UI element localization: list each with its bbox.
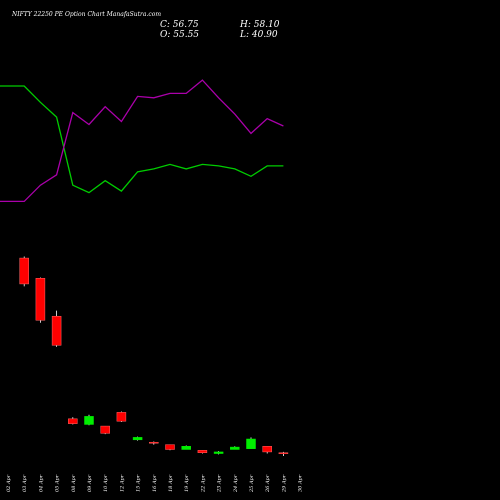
candle-18-apr [165,444,175,451]
x-tick-label: 03 Apr [22,474,28,492]
candle-10-apr [100,425,110,435]
candle-body [165,444,175,450]
candle-08-apr [68,417,78,425]
candle-16-apr [149,441,159,445]
candle-04-apr [35,277,46,323]
candle-body [100,425,110,434]
candle-body [19,257,29,285]
x-tick-label: 24 Apr [233,474,239,493]
candle-body [197,450,208,453]
candle-body [181,446,191,450]
candle-22-apr [197,450,208,454]
x-tick-label: 05 Apr [55,474,61,492]
candle-24-apr [230,446,240,450]
x-tick-label: 15 Apr [136,474,142,492]
candle-15-apr [132,436,143,441]
x-tick-label: 02 Apr [6,474,12,492]
candle-12-apr [116,411,127,423]
candle-03-apr [19,256,29,287]
candle-body [116,412,127,422]
close-readout: C: 56.75 [160,20,199,30]
candle-body [68,418,78,424]
x-tick-label: 26 Apr [265,474,271,493]
high-readout: H: 58.10 [239,20,280,30]
candle-body [149,441,159,444]
candle-body [51,315,62,346]
x-tick-label: 09 Apr [87,474,93,492]
open-readout: O: 55.55 [160,30,199,40]
x-tick-label: 30 Apr [298,474,304,492]
x-tick-label: 23 Apr [217,474,223,493]
candle-09-apr [84,414,94,426]
candle-23-apr [213,451,224,455]
candle-body [213,451,224,454]
indicator-line-2 [0,79,284,203]
x-tick-label: 10 Apr [103,474,109,492]
x-tick-label: 08 Apr [71,474,77,492]
candle-body [35,278,46,321]
x-tick-label: 04 Apr [38,474,44,492]
candle-26-apr [262,446,272,454]
candle-body [84,416,94,425]
candle-body [246,438,256,449]
x-axis-ticks: 02 Apr 03 Apr 04 Apr 05 Apr 08 Apr 09 Apr 10 A… [6,474,304,493]
x-tick-label: 19 Apr [184,474,190,492]
chart-title: NIFTY 22250 PE Option Chart ManafaSutra.… [11,11,161,18]
candle-body [262,446,272,453]
x-tick-label: 12 Apr [119,474,125,492]
candle-05-apr [51,310,62,347]
indicator-lines [0,79,284,203]
indicator-line-1 [0,85,284,194]
candle-body [230,446,240,450]
candle-body [278,452,289,454]
x-tick-label: 22 Apr [200,474,206,493]
candle-body [132,437,143,441]
candle-29-apr [278,451,289,456]
candles [19,256,289,456]
x-tick-label: 29 Apr [281,474,287,493]
low-readout: L: 40.90 [239,30,278,40]
candle-19-apr [181,445,191,450]
candle-25-apr [246,437,256,449]
x-tick-label: 16 Apr [152,474,158,492]
x-tick-label: 25 Apr [249,474,255,493]
x-tick-label: 18 Apr [168,474,174,492]
